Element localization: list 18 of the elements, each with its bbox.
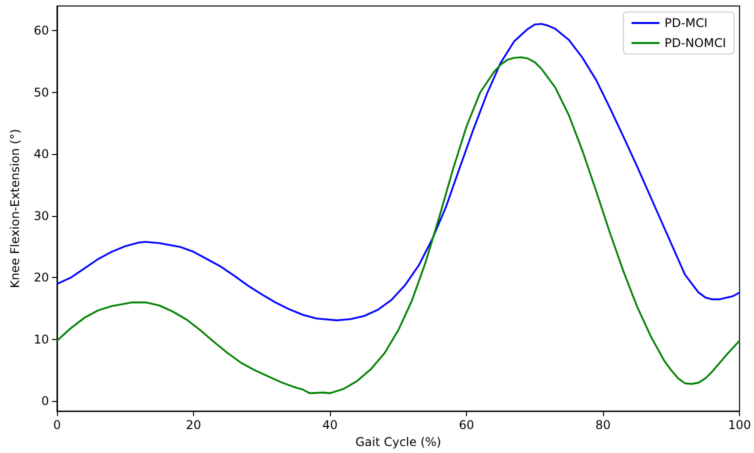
y-axis-title: Knee Flexion-Extension (°)	[8, 128, 22, 288]
y-tick-label: 20	[34, 270, 49, 285]
x-tick-label: 60	[458, 418, 474, 432]
x-tick-label: 80	[595, 418, 611, 432]
x-tick-label: 40	[322, 418, 338, 432]
y-tick-label: 0	[41, 394, 49, 408]
x-axis-title: Gait Cycle (%)	[355, 435, 442, 449]
y-tick-label: 60	[34, 24, 49, 38]
x-tick-label: 100	[728, 418, 751, 432]
x-tick-label: 20	[186, 418, 202, 432]
y-tick-label: 50	[34, 85, 49, 100]
legend-label: PD-MCI	[664, 16, 708, 30]
line-series	[56, 56, 740, 394]
y-tick-label: 10	[34, 332, 49, 346]
legend-label: PD-NOMCI	[664, 36, 726, 50]
y-tick-label: 30	[34, 208, 49, 223]
y-tick-label: 40	[34, 147, 49, 162]
x-tick-label: 0	[53, 418, 61, 432]
